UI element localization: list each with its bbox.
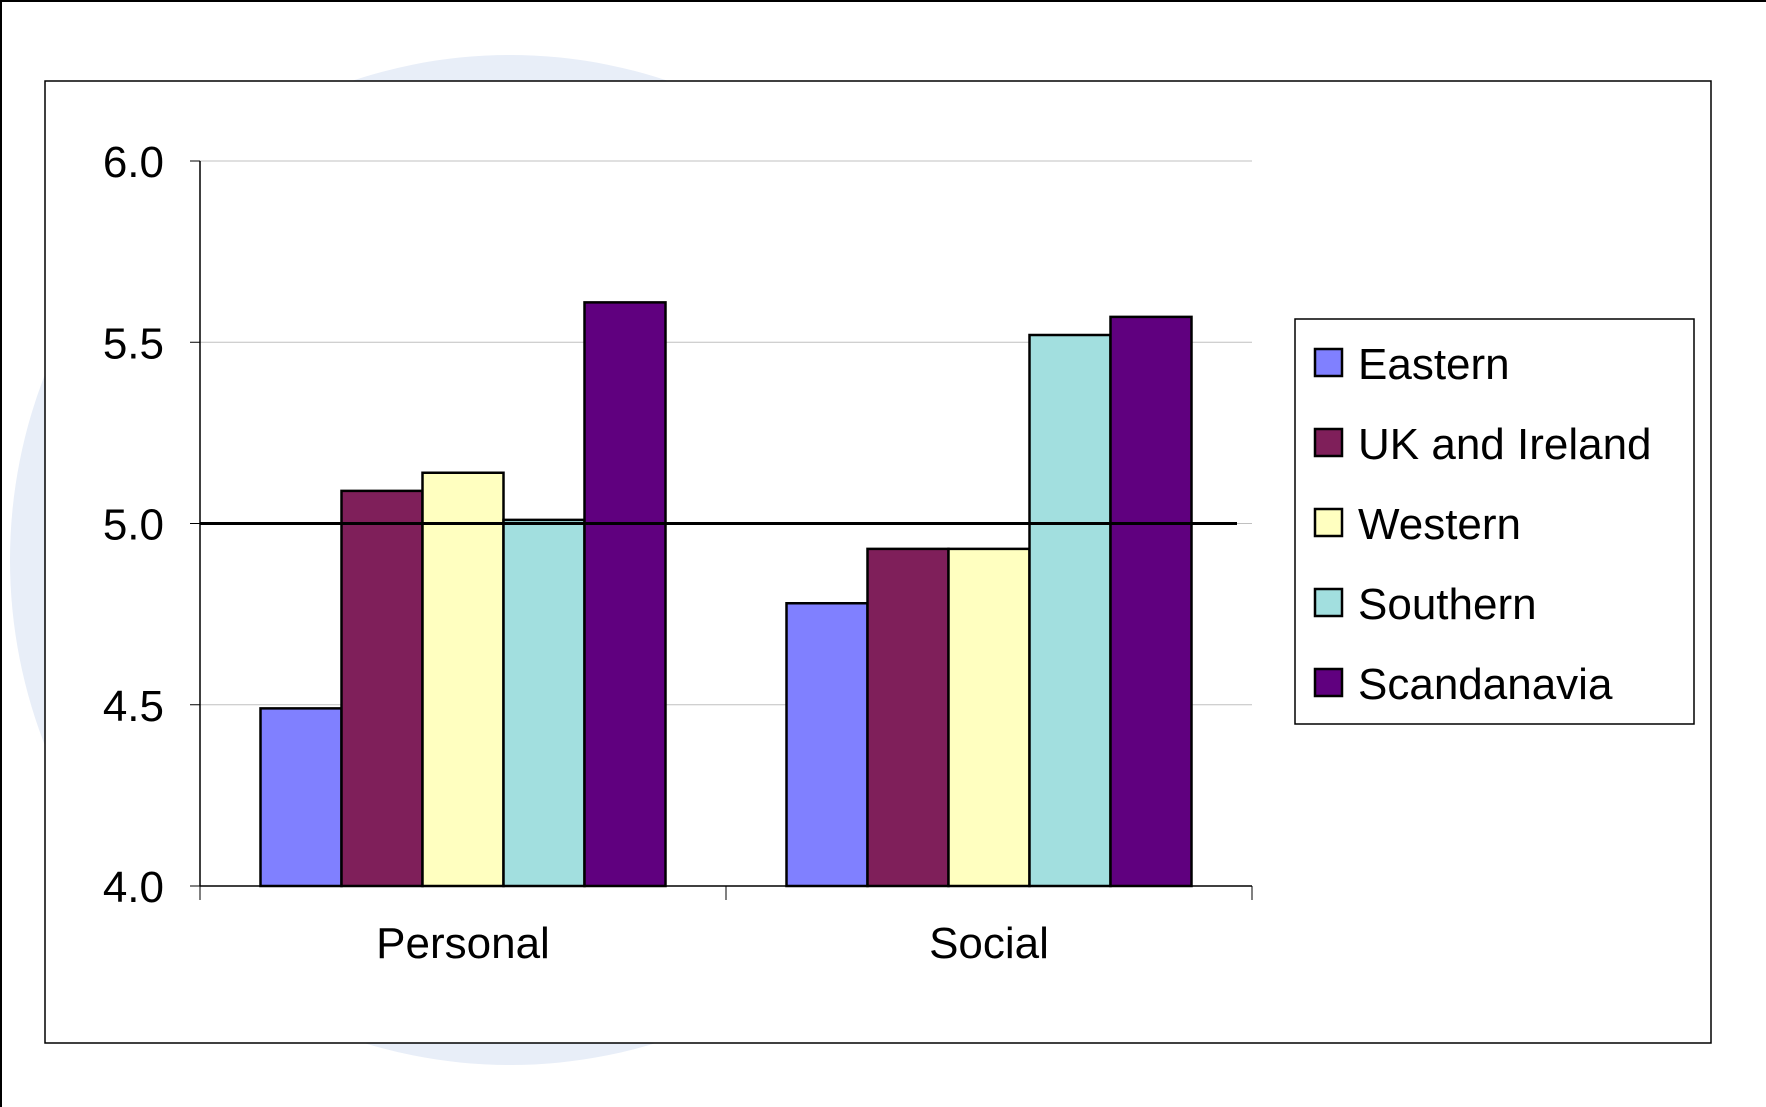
legend-box <box>1294 318 1695 725</box>
legend-swatch-western <box>1313 507 1344 538</box>
y-tick-label: 4.0 <box>103 863 164 912</box>
legend-label: UK and Ireland <box>1358 420 1652 469</box>
x-tick-label: Social <box>929 919 1049 968</box>
bar-uk-and-ireland-social <box>866 547 950 888</box>
y-tick-label: 6.0 <box>103 138 164 187</box>
legend-label: Western <box>1358 500 1521 549</box>
axes <box>190 160 1253 900</box>
bar-southern-personal <box>502 518 586 888</box>
bar-eastern-personal <box>259 707 343 888</box>
legend-swatch-eastern <box>1313 347 1344 378</box>
legend-swatch-uk-and-ireland <box>1313 427 1344 458</box>
y-tick-label: 5.5 <box>103 319 164 368</box>
bars <box>259 301 1193 888</box>
legend-swatch-southern <box>1313 587 1344 618</box>
legend-label: Southern <box>1358 580 1537 629</box>
bar-southern-social <box>1028 333 1112 888</box>
bar-scandanavia-personal <box>583 301 667 888</box>
bar-scandanavia-social <box>1109 315 1193 888</box>
y-tick-label: 5.0 <box>103 501 164 550</box>
legend: Eastern UK and Ireland Western Southern Scan… <box>1294 318 1695 725</box>
bar-uk-and-ireland-personal <box>340 489 424 888</box>
legend-label: Eastern <box>1358 340 1510 389</box>
tick-labels: 4.0 4.5 5.0 5.5 6.0 Personal Social <box>103 138 1049 968</box>
bar-western-personal <box>421 471 505 888</box>
bar-western-social <box>947 547 1031 888</box>
bar-eastern-social <box>785 602 869 888</box>
legend-label: Scandanavia <box>1358 660 1613 709</box>
legend-swatch-scandanavia <box>1313 667 1344 698</box>
y-tick-label: 4.5 <box>103 682 164 731</box>
x-tick-label: Personal <box>376 919 550 968</box>
